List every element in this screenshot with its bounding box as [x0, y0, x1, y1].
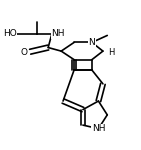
Text: HO: HO	[3, 29, 16, 38]
Text: N: N	[89, 38, 95, 47]
Text: H: H	[108, 48, 114, 57]
Text: NH: NH	[92, 124, 105, 133]
Text: O: O	[20, 48, 27, 57]
Text: NH: NH	[52, 29, 65, 38]
